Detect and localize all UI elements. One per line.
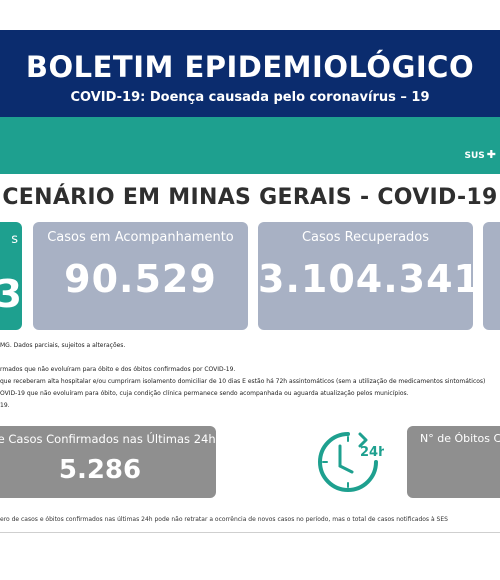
divider xyxy=(0,532,500,533)
note-line: rmados que não evoluíram para óbito e do… xyxy=(0,366,236,373)
confirmed-cases-card: s 3 xyxy=(0,222,22,330)
recovered-cases-card: Casos Recuperados 3.104.341 xyxy=(258,222,481,330)
teal-band xyxy=(0,117,500,174)
last-24h-cases-label: de Casos Confirmados nas Últimas 24h xyxy=(0,432,216,446)
confirmed-cases-label: s xyxy=(11,232,18,247)
last-24h-deaths-label: N° de Óbitos Con xyxy=(420,432,500,445)
recovered-cases-value: 3.104.341 xyxy=(258,257,481,301)
bulletin-subtitle: COVID-19: Doença causada pelo coronavíru… xyxy=(70,90,430,105)
bulletin-title: BOLETIM EPIDEMIOLÓGICO xyxy=(25,50,475,84)
cases-monitoring-card: Casos em Acompanhamento 90.529 xyxy=(33,222,248,330)
note-line: 19. xyxy=(0,402,10,409)
deaths-card xyxy=(483,222,500,330)
plus-icon: ✚ xyxy=(486,148,496,161)
note-line: MG. Dados parciais, sujeitos a alteraçõe… xyxy=(0,342,126,349)
sus-logo-text: SUS xyxy=(464,151,485,161)
clock-24h-label: 24h xyxy=(360,445,384,460)
confirmed-cases-value: 3 xyxy=(0,272,22,316)
clock-24h-icon: 24h xyxy=(318,432,384,492)
last-24h-deaths-box xyxy=(407,426,500,498)
cases-monitoring-label: Casos em Acompanhamento xyxy=(47,230,234,245)
footer-note: ero de casos e óbitos confirmados nas úl… xyxy=(0,516,448,523)
recovered-cases-label: Casos Recuperados xyxy=(301,230,430,245)
header-banner xyxy=(0,30,500,117)
note-line: que receberam alta hospitalar e/ou cumpr… xyxy=(0,378,486,385)
note-line: OVID-19 que não evoluíram para óbito, cu… xyxy=(0,390,409,397)
last-24h-cases-value: 5.286 xyxy=(58,455,142,485)
cases-monitoring-value: 90.529 xyxy=(64,257,217,301)
section-title: CENÁRIO EM MINAS GERAIS - COVID-19 xyxy=(2,185,498,210)
last-24h-cases-box xyxy=(0,426,216,498)
sus-logo: SUS ✚ xyxy=(465,148,497,161)
